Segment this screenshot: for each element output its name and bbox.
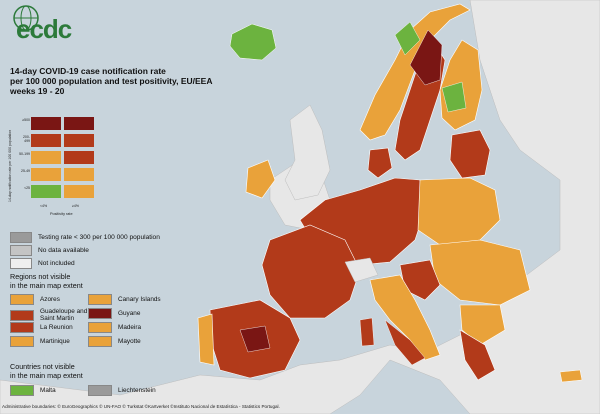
matrix-cell: [63, 116, 95, 131]
matrix-tick-2: 200-499: [22, 135, 30, 143]
legend-not-included: Not included: [10, 258, 75, 269]
region-label: Martinique: [40, 338, 70, 345]
region-legend-item: La Reunion: [10, 322, 73, 333]
regions-title: Regions not visible in the main map exte…: [10, 272, 83, 290]
matrix-x-tick-1: <4%: [40, 204, 48, 208]
matrix-cell: [30, 116, 62, 131]
matrix-tick-1: ≥500: [22, 118, 30, 122]
region-legend-item: Mayotte: [88, 336, 141, 347]
bivariate-legend-matrix: [30, 116, 96, 199]
region-label: Madeira: [118, 324, 142, 331]
country-swatch: [10, 385, 34, 396]
legend-label-not-included: Not included: [38, 260, 75, 267]
country-swatch: [88, 385, 112, 396]
matrix-x-tick-2: ≥4%: [72, 204, 79, 208]
region-legend-item: Azores: [10, 294, 60, 305]
matrix-cell: [63, 133, 95, 148]
map-title: 14-day COVID-19 case notification rate p…: [10, 66, 270, 96]
country-legend-item: Liechtenstein: [88, 385, 156, 396]
legend-label-testing: Testing rate < 300 per 100 000 populatio…: [38, 234, 160, 241]
matrix-cell: [63, 184, 95, 199]
region-label: Guadeloupe and Saint Martin: [40, 308, 88, 322]
legend-swatch-not-included: [10, 258, 32, 269]
legend-testing-rate: Testing rate < 300 per 100 000 populatio…: [10, 232, 160, 243]
region-legend-item: Martinique: [10, 336, 70, 347]
ecdc-logo: ecdc: [6, 4, 76, 52]
region-label: Guyane: [118, 310, 141, 317]
country-legend-item: Malta: [10, 385, 56, 396]
region-swatch: [88, 294, 112, 305]
country-label: Malta: [40, 387, 56, 394]
title-line-2: per 100 000 population and test positivi…: [10, 76, 213, 86]
region-swatch: [10, 294, 34, 305]
matrix-cell: [30, 184, 62, 199]
region-legend-item: Guadeloupe and Saint Martin: [10, 308, 94, 322]
region-legend-item: Madeira: [88, 322, 141, 333]
region-label: Canary Islands: [118, 296, 161, 303]
footer-attribution: Administrative boundaries: © EuroGeograp…: [2, 404, 280, 409]
region-swatch: [88, 322, 112, 333]
matrix-cell: [63, 150, 95, 165]
matrix-x-axis-label: Positivity rate: [50, 212, 73, 216]
matrix-tick-4: 25-49: [21, 169, 30, 173]
matrix-cell: [63, 167, 95, 182]
legend-no-data: No data available: [10, 245, 89, 256]
region-swatch: [10, 322, 34, 333]
legend-label-no-data: No data available: [38, 247, 89, 254]
region-legend-item: Guyane: [88, 308, 140, 319]
matrix-cell: [30, 133, 62, 148]
region-swatch: [88, 308, 112, 319]
countries-title: Countries not visible in the main map ex…: [10, 362, 83, 380]
matrix-cell: [30, 150, 62, 165]
region-swatch: [88, 336, 112, 347]
region-swatch: [10, 336, 34, 347]
region-label: La Reunion: [40, 324, 73, 331]
matrix-tick-3: 50-199: [19, 152, 30, 156]
region-label: Azores: [40, 296, 60, 303]
matrix-y-axis-label: 14-day notification rate per 100 000 pop…: [8, 129, 12, 202]
title-line-3: weeks 19 - 20: [10, 86, 65, 96]
legend-swatch-no-data: [10, 245, 32, 256]
region-swatch: [10, 309, 34, 321]
region-label: Mayotte: [118, 338, 141, 345]
matrix-tick-5: <25: [24, 186, 30, 190]
title-line-1: 14-day COVID-19 case notification rate: [10, 66, 166, 76]
region-legend-item: Canary Islands: [88, 294, 161, 305]
matrix-cell: [30, 167, 62, 182]
legend-swatch-testing: [10, 232, 32, 243]
globe-icon: [13, 5, 39, 31]
country-label: Liechtenstein: [118, 387, 156, 394]
logo-text: ecdc: [16, 14, 72, 44]
